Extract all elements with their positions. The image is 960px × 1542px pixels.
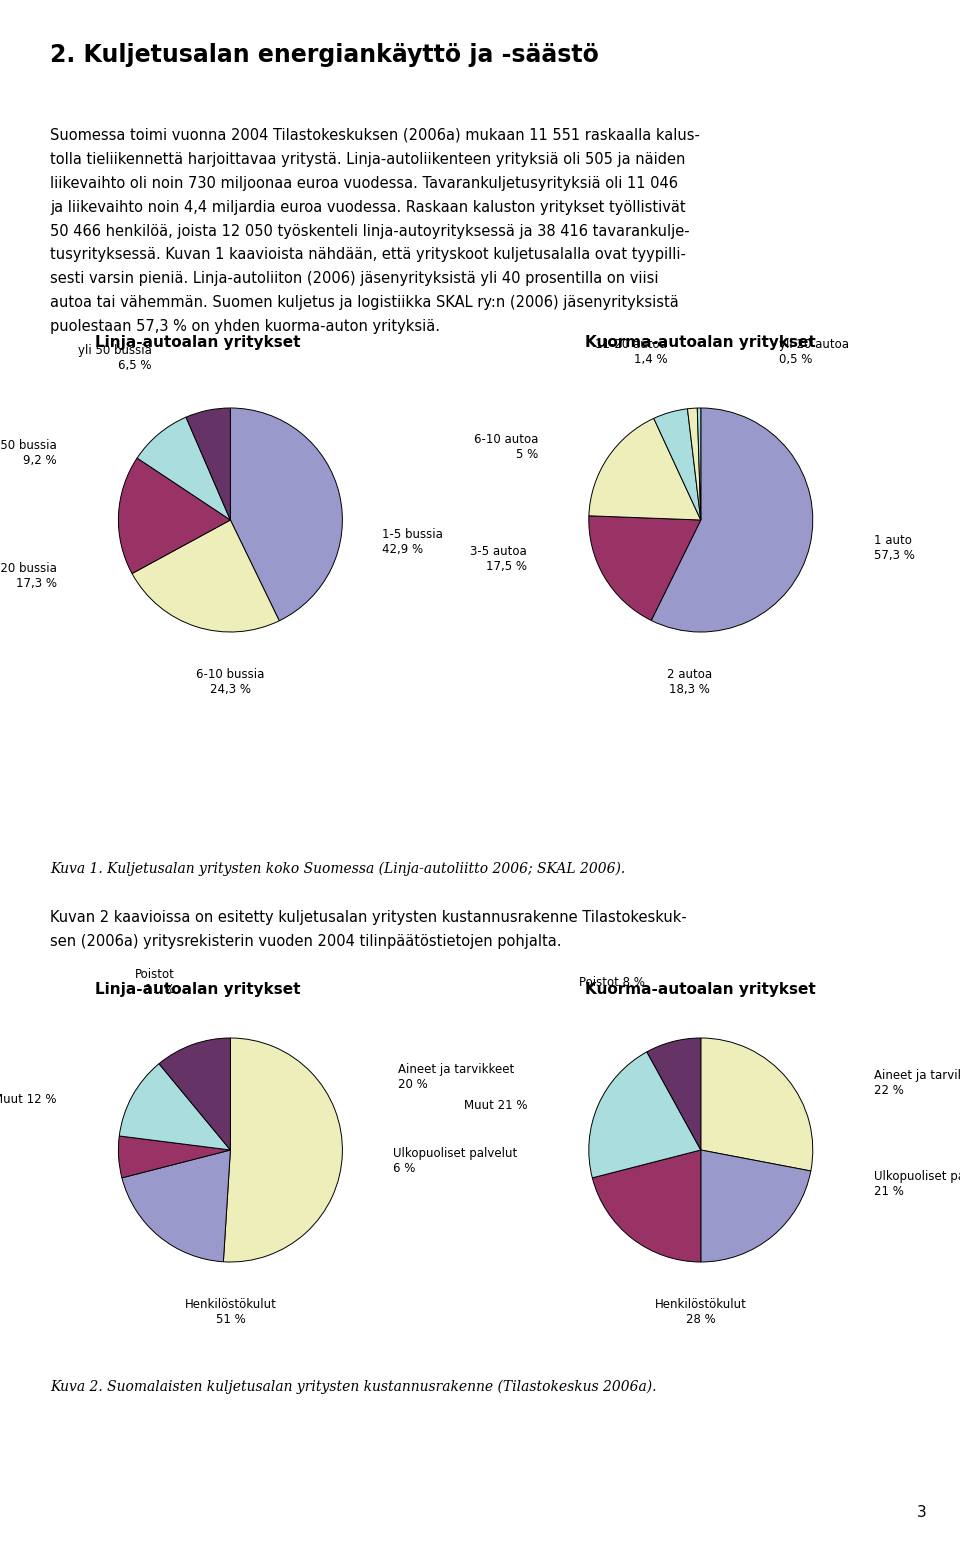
Wedge shape [687,409,701,520]
Wedge shape [137,418,230,520]
Text: 2. Kuljetusalan energiankäyttö ja -säästö: 2. Kuljetusalan energiankäyttö ja -sääst… [50,43,599,68]
Wedge shape [118,1136,230,1178]
Text: Aineet ja tarvikkeet
22 %: Aineet ja tarvikkeet 22 % [875,1069,960,1096]
Wedge shape [186,409,230,520]
Wedge shape [588,515,701,620]
Text: tusyrityksessä. Kuvan 1 kaavioista nähdään, että yrityskoot kuljetusalalla ovat : tusyrityksessä. Kuvan 1 kaavioista nähdä… [50,248,685,262]
Text: yli 20 autoa
0,5 %: yli 20 autoa 0,5 % [780,338,850,365]
Text: 21-50 bussia
9,2 %: 21-50 bussia 9,2 % [0,439,57,467]
Wedge shape [647,1038,701,1150]
Wedge shape [701,1150,811,1261]
Text: 1 auto
57,3 %: 1 auto 57,3 % [875,534,915,561]
Text: puolestaan 57,3 % on yhden kuorma-auton yrityksiä.: puolestaan 57,3 % on yhden kuorma-auton … [50,319,440,335]
Text: Suomessa toimi vuonna 2004 Tilastokeskuksen (2006a) mukaan 11 551 raskaalla kalu: Suomessa toimi vuonna 2004 Tilastokeskuk… [50,128,700,143]
Text: liikevaihto oli noin 730 miljoonaa euroa vuodessa. Tavarankuljetusyrityksiä oli : liikevaihto oli noin 730 miljoonaa euroa… [50,176,678,191]
Text: 3: 3 [917,1505,926,1520]
Text: Linja-autoalan yritykset: Linja-autoalan yritykset [95,335,300,350]
Wedge shape [697,409,701,520]
Text: 3-5 autoa
17,5 %: 3-5 autoa 17,5 % [470,546,527,574]
Text: Kuva 2. Suomalaisten kuljetusalan yritysten kustannusrakenne (Tilastokeskus 2006: Kuva 2. Suomalaisten kuljetusalan yritys… [50,1380,657,1394]
Text: 11-20 bussia
17,3 %: 11-20 bussia 17,3 % [0,561,57,591]
Text: 6-10 bussia
24,3 %: 6-10 bussia 24,3 % [196,668,265,697]
Text: Henkilöstökulut
51 %: Henkilöstökulut 51 % [184,1298,276,1326]
Wedge shape [701,1038,813,1170]
Text: Kuorma-autoalan yritykset: Kuorma-autoalan yritykset [586,982,816,998]
Text: sesti varsin pieniä. Linja-autoliiton (2006) jäsenyrityksistä yli 40 prosentilla: sesti varsin pieniä. Linja-autoliiton (2… [50,271,659,287]
Text: yli 50 bussia
6,5 %: yli 50 bussia 6,5 % [78,344,152,372]
Text: Muut 21 %: Muut 21 % [464,1099,527,1112]
Text: Poistot
11 %: Poistot 11 % [134,968,175,996]
Wedge shape [122,1150,230,1261]
Wedge shape [119,1064,230,1150]
Text: autoa tai vähemmän. Suomen kuljetus ja logistiikka SKAL ry:n (2006) jäsenyrityks: autoa tai vähemmän. Suomen kuljetus ja l… [50,296,679,310]
Text: 2 autoa
18,3 %: 2 autoa 18,3 % [667,668,712,697]
Wedge shape [588,1052,701,1178]
Text: 6-10 autoa
5 %: 6-10 autoa 5 % [474,433,539,461]
Wedge shape [651,409,813,632]
Text: Kuorma-autoalan yritykset: Kuorma-autoalan yritykset [586,335,816,350]
Wedge shape [230,409,343,621]
Text: Henkilöstökulut
28 %: Henkilöstökulut 28 % [655,1298,747,1326]
Text: Ulkopuoliset palvelut
6 %: Ulkopuoliset palvelut 6 % [393,1147,517,1175]
Wedge shape [118,458,230,574]
Wedge shape [592,1150,701,1261]
Text: 11-20 autoa
1,4 %: 11-20 autoa 1,4 % [595,338,667,365]
Wedge shape [132,520,279,632]
Text: Muut 12 %: Muut 12 % [0,1093,57,1106]
Text: 50 466 henkilöä, joista 12 050 työskenteli linja-autoyrityksessä ja 38 416 tavar: 50 466 henkilöä, joista 12 050 työskente… [50,224,689,239]
Text: ja liikevaihto noin 4,4 miljardia euroa vuodessa. Raskaan kaluston yritykset työ: ja liikevaihto noin 4,4 miljardia euroa … [50,200,685,214]
Text: Kuva 1. Kuljetusalan yritysten koko Suomessa (Linja-autoliitto 2006; SKAL 2006).: Kuva 1. Kuljetusalan yritysten koko Suom… [50,862,625,876]
Text: Kuvan 2 kaavioissa on esitetty kuljetusalan yritysten kustannusrakenne Tilastoke: Kuvan 2 kaavioissa on esitetty kuljetusa… [50,910,686,925]
Text: 1-5 bussia
42,9 %: 1-5 bussia 42,9 % [382,529,443,557]
Wedge shape [159,1038,230,1150]
Text: Aineet ja tarvikkeet
20 %: Aineet ja tarvikkeet 20 % [398,1062,515,1092]
Wedge shape [224,1038,343,1261]
Text: Ulkopuoliset palvelut
21 %: Ulkopuoliset palvelut 21 % [875,1169,960,1198]
Wedge shape [588,418,701,520]
Text: Linja-autoalan yritykset: Linja-autoalan yritykset [95,982,300,998]
Text: Poistot 8 %: Poistot 8 % [579,976,645,988]
Text: tolla tieliikennettä harjoittavaa yritystä. Linja-autoliikenteen yrityksiä oli 5: tolla tieliikennettä harjoittavaa yritys… [50,153,685,167]
Wedge shape [654,409,701,520]
Text: sen (2006a) yritysrekisterin vuoden 2004 tilinpäätöstietojen pohjalta.: sen (2006a) yritysrekisterin vuoden 2004… [50,934,562,948]
